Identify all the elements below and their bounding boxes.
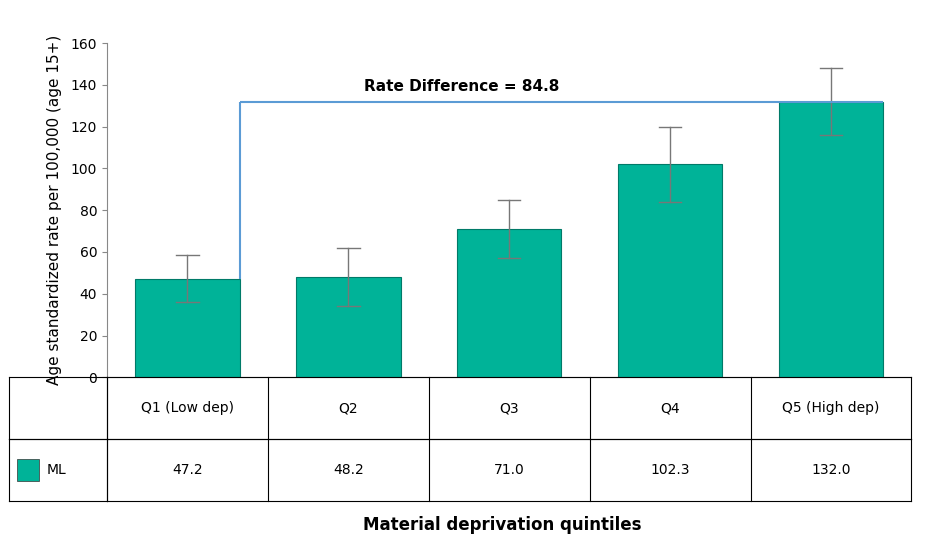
Text: Q1 (Low dep): Q1 (Low dep)	[141, 402, 234, 415]
Y-axis label: Age standardized rate per 100,000 (age 15+): Age standardized rate per 100,000 (age 1…	[47, 35, 62, 385]
Text: Q2: Q2	[339, 402, 358, 415]
Bar	[135, 279, 240, 377]
Text: 48.2: 48.2	[333, 464, 364, 477]
Text: 71.0: 71.0	[494, 464, 525, 477]
Text: Q5 (High dep): Q5 (High dep)	[782, 402, 880, 415]
Text: 132.0: 132.0	[811, 464, 851, 477]
Text: Material deprivation quintiles: Material deprivation quintiles	[363, 516, 642, 534]
Bar	[296, 277, 401, 377]
Bar	[17, 459, 38, 481]
Text: Q3: Q3	[499, 402, 519, 415]
Text: ML: ML	[46, 464, 66, 477]
Text: 102.3: 102.3	[650, 464, 690, 477]
Text: Rate Difference = 84.8: Rate Difference = 84.8	[365, 79, 560, 94]
Bar	[457, 229, 562, 377]
Bar	[618, 164, 723, 377]
Text: Q4: Q4	[660, 402, 680, 415]
Text: 47.2: 47.2	[172, 464, 203, 477]
Bar	[778, 102, 884, 377]
